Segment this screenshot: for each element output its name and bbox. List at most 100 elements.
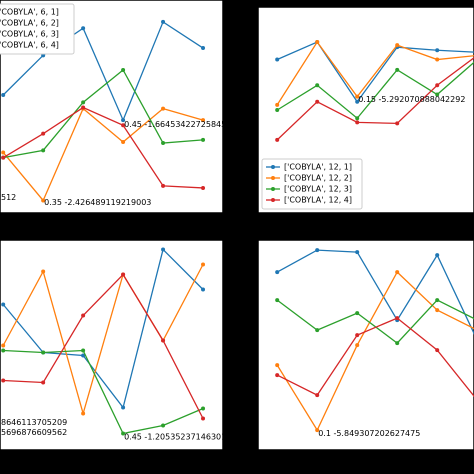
- data-point: [355, 116, 360, 121]
- data-point: [121, 431, 126, 436]
- subplot: 0.45 -1.664534227258453 0.35 -2.426489119…: [0, 0, 231, 213]
- legend-box: [0, 3, 75, 55]
- data-point: [275, 137, 280, 142]
- data-point: [315, 99, 320, 104]
- data-point: [161, 19, 166, 24]
- data-point: [81, 348, 86, 353]
- series-line: [2, 106, 204, 189]
- data-point: [41, 269, 46, 274]
- series-line: [2, 20, 204, 122]
- data-point: [121, 272, 126, 277]
- data-point: [435, 57, 440, 62]
- data-point: [275, 270, 280, 275]
- data-point: [355, 311, 360, 316]
- data-point: [161, 247, 166, 252]
- data-point: [161, 423, 166, 428]
- data-point: [41, 131, 46, 136]
- data-point: [315, 40, 320, 45]
- legend-marker: [271, 198, 275, 202]
- data-point: [121, 140, 126, 144]
- data-point: [435, 83, 440, 88]
- annotation: 5696876609562: [1, 428, 67, 437]
- data-point: [81, 353, 86, 358]
- data-point: [81, 313, 86, 318]
- legend-box: [261, 158, 363, 210]
- data-point: [435, 92, 440, 97]
- data-point: [201, 118, 206, 123]
- data-point: [201, 406, 206, 411]
- data-point: [41, 350, 46, 355]
- data-point: [81, 105, 86, 110]
- annotation: 8646113705209: [1, 418, 67, 427]
- legend-label: ['COBYLA', 12, 3]: [284, 185, 352, 194]
- data-point: [395, 43, 400, 48]
- annotation: 0.15 -5.292070888042292: [358, 95, 465, 104]
- data-point: [201, 185, 206, 190]
- data-point: [315, 248, 320, 253]
- data-point: [1, 93, 6, 98]
- data-point: [275, 298, 280, 303]
- data-point: [161, 183, 166, 188]
- data-point: [1, 378, 6, 383]
- data-point: [161, 106, 166, 111]
- axes-background: [258, 240, 474, 450]
- data-point: [395, 270, 400, 275]
- annotation: 0.45 -1.664534227258453: [124, 120, 231, 129]
- data-point: [275, 57, 280, 62]
- data-point: [201, 262, 206, 267]
- data-point: [355, 99, 360, 104]
- data-point: [81, 100, 86, 105]
- annotation: 0.1 -5.849307202627475: [318, 429, 420, 438]
- data-point: [81, 26, 86, 31]
- subplot: 0.1 -5.849307202627475: [258, 240, 474, 450]
- data-point: [1, 150, 6, 155]
- series-line: [276, 40, 474, 106]
- data-point: [435, 308, 440, 313]
- data-point: [121, 405, 126, 410]
- data-point: [435, 298, 440, 303]
- series-line: [2, 248, 204, 409]
- data-point: [355, 250, 360, 255]
- series-line: [276, 271, 474, 432]
- data-point: [315, 428, 320, 433]
- data-point: [315, 328, 320, 333]
- annotation: 0.35 -2.426489119219003: [44, 198, 151, 207]
- series-line: [276, 61, 474, 120]
- series-line: [2, 264, 204, 416]
- legend-label: ['COBYLA', 6, 1]: [0, 8, 59, 17]
- legend-label: ['COBYLA', 6, 2]: [0, 19, 59, 28]
- data-point: [41, 198, 46, 203]
- data-point: [201, 137, 206, 142]
- data-point: [355, 333, 360, 338]
- data-point: [355, 343, 360, 348]
- data-point: [315, 83, 320, 88]
- series-line: [276, 41, 474, 103]
- data-point: [275, 363, 280, 368]
- data-point: [355, 120, 360, 125]
- annotation: 512: [1, 193, 16, 202]
- data-point: [1, 343, 6, 348]
- legend-label: ['COBYLA', 6, 3]: [0, 30, 59, 39]
- series-line: [276, 249, 474, 335]
- data-point: [81, 411, 86, 416]
- legend-label: ['COBYLA', 6, 4]: [0, 41, 59, 50]
- series-line: [3, 68, 204, 159]
- data-point: [275, 108, 280, 112]
- series-line: [276, 299, 474, 344]
- data-point: [355, 94, 360, 99]
- data-point: [395, 67, 400, 72]
- data-point: [1, 155, 6, 160]
- data-point: [275, 373, 280, 378]
- series-line: [3, 349, 204, 435]
- data-point: [1, 302, 6, 307]
- data-point: [161, 141, 166, 146]
- data-point: [435, 253, 440, 258]
- legend-label: ['COBYLA', 12, 4]: [284, 196, 352, 205]
- data-point: [315, 393, 320, 398]
- legend-marker: [271, 176, 275, 180]
- data-point: [275, 102, 280, 107]
- legend-label: ['COBYLA', 12, 2]: [284, 174, 352, 183]
- data-point: [161, 338, 166, 343]
- legend-label: ['COBYLA', 12, 1]: [284, 163, 352, 172]
